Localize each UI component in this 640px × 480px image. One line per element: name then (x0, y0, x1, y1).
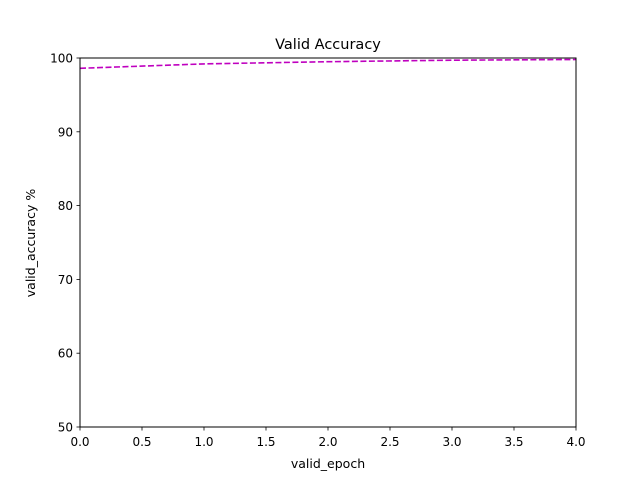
x-tick-label: 2.5 (380, 435, 399, 449)
x-tick-label: 4.0 (566, 435, 585, 449)
y-tick-label: 90 (58, 125, 73, 139)
x-axis-label: valid_epoch (291, 456, 365, 471)
chart-title: Valid Accuracy (275, 37, 381, 53)
y-tick-label: 60 (58, 347, 73, 361)
plot-background (80, 58, 576, 427)
series-line (79, 58, 577, 70)
y-tick-label: 70 (58, 273, 73, 287)
x-tick-label: 0.5 (132, 435, 151, 449)
plot-area (79, 57, 577, 428)
x-tick-label: 3.0 (442, 435, 461, 449)
x-tick-label: 0.0 (70, 435, 89, 449)
y-tick-label: 100 (50, 52, 73, 66)
x-tick-label: 3.5 (504, 435, 523, 449)
y-axis-label: valid_accuracy % (23, 189, 38, 298)
x-tick-label: 2.0 (318, 435, 337, 449)
y-axis: 50 60 70 80 90 100 (50, 52, 80, 435)
x-axis: 0.0 0.5 1.0 1.5 2.0 2.5 3.0 3.5 4.0 (70, 427, 586, 449)
y-tick-label: 50 (58, 421, 73, 435)
series-layer (79, 58, 577, 70)
x-tick-label: 1.0 (194, 435, 213, 449)
x-tick-label: 1.5 (256, 435, 275, 449)
y-tick-label: 80 (58, 199, 73, 213)
